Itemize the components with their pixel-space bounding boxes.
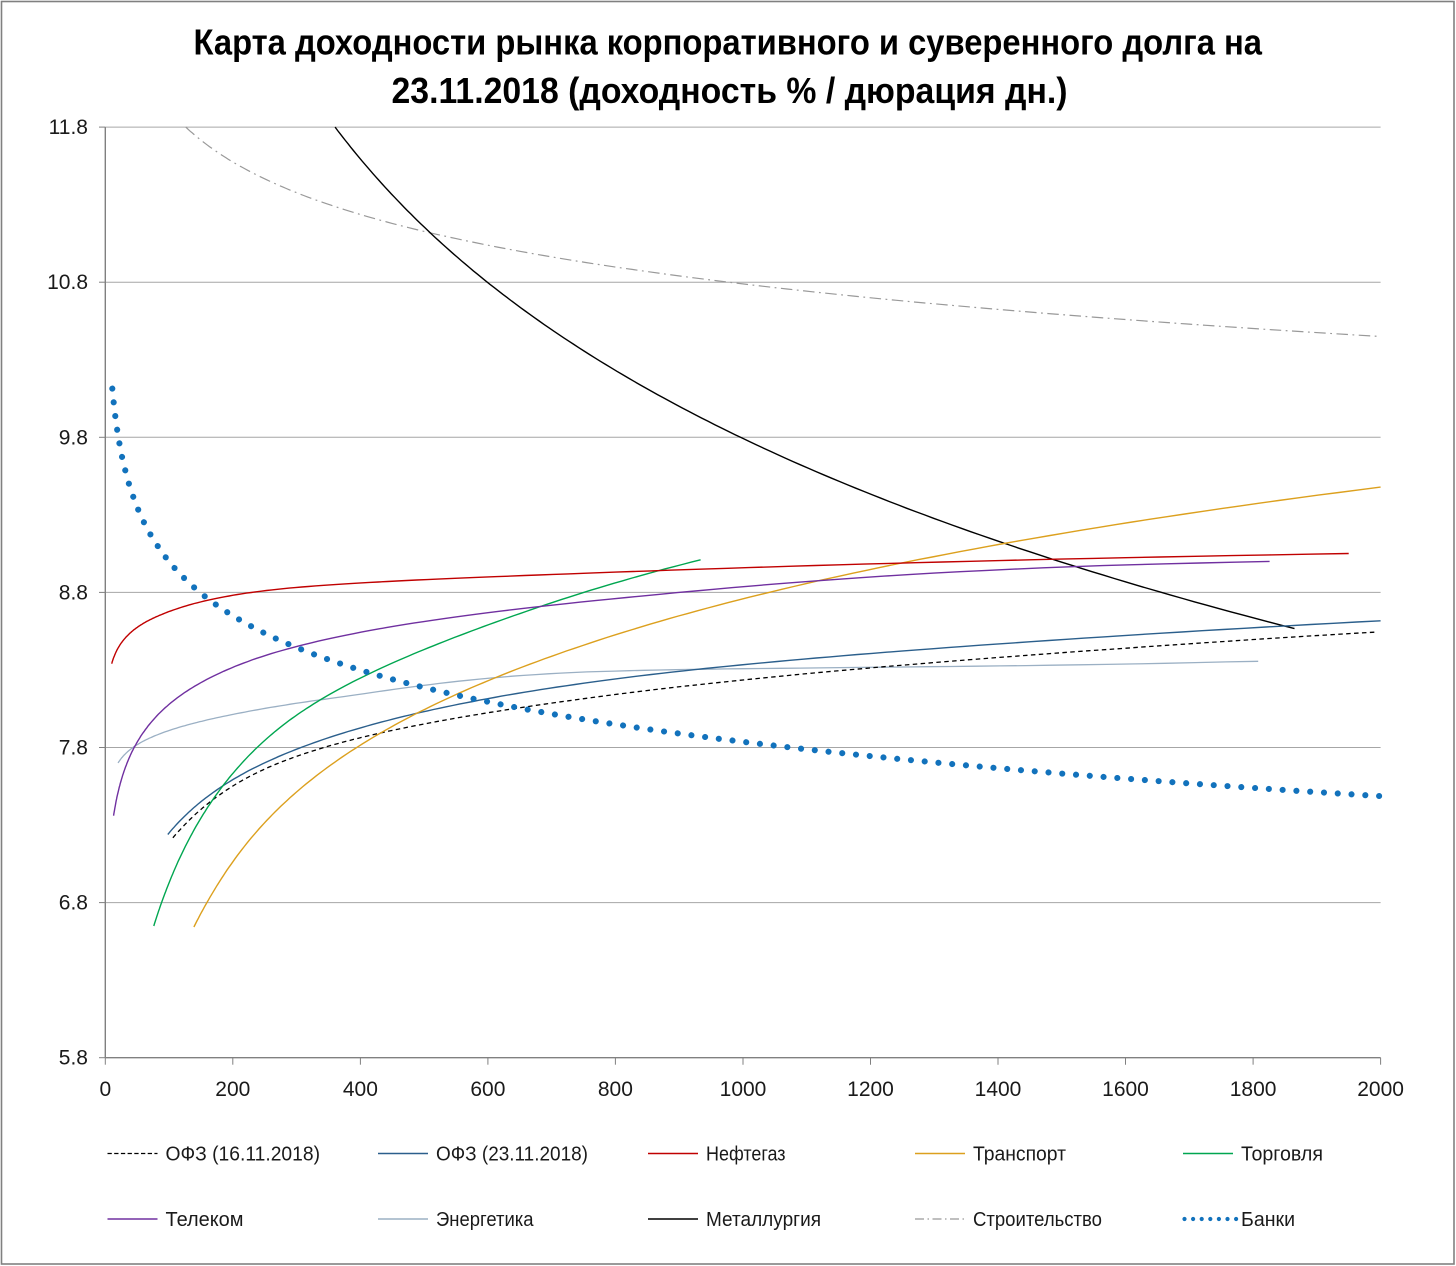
- svg-text:Торговля: Торговля: [1241, 1144, 1323, 1166]
- svg-text:1000: 1000: [720, 1078, 767, 1101]
- svg-text:800: 800: [598, 1078, 633, 1101]
- svg-text:23.11.2018 (доходность % / дюр: 23.11.2018 (доходность % / дюрация дн.): [392, 70, 1068, 111]
- svg-text:Энергетика: Энергетика: [436, 1209, 534, 1231]
- svg-text:Карта доходности рынка корпора: Карта доходности рынка корпоративного и …: [194, 22, 1263, 63]
- svg-text:Телеком: Телеком: [166, 1209, 244, 1231]
- svg-text:1800: 1800: [1230, 1078, 1277, 1101]
- svg-text:1400: 1400: [975, 1078, 1022, 1101]
- svg-text:2000: 2000: [1357, 1078, 1404, 1101]
- svg-text:Транспорт: Транспорт: [973, 1144, 1066, 1166]
- svg-text:200: 200: [215, 1078, 250, 1101]
- svg-text:6.8: 6.8: [59, 892, 88, 915]
- svg-text:1600: 1600: [1102, 1078, 1149, 1101]
- svg-text:10.8: 10.8: [47, 271, 88, 294]
- svg-text:9.8: 9.8: [59, 426, 88, 449]
- svg-text:5.8: 5.8: [59, 1047, 88, 1070]
- svg-text:1200: 1200: [847, 1078, 894, 1101]
- svg-text:Металлургия: Металлургия: [706, 1209, 821, 1231]
- svg-text:7.8: 7.8: [59, 737, 88, 760]
- svg-text:Строительство: Строительство: [973, 1209, 1102, 1231]
- svg-text:ОФЗ (16.11.2018): ОФЗ (16.11.2018): [166, 1144, 321, 1166]
- svg-text:11.8: 11.8: [49, 116, 88, 139]
- svg-text:0: 0: [99, 1078, 111, 1101]
- svg-text:600: 600: [470, 1078, 505, 1101]
- svg-text:8.8: 8.8: [59, 581, 88, 604]
- svg-text:400: 400: [343, 1078, 378, 1101]
- svg-text:Банки: Банки: [1241, 1209, 1295, 1231]
- svg-text:Нефтегаз: Нефтегаз: [706, 1144, 786, 1166]
- svg-text:ОФЗ (23.11.2018): ОФЗ (23.11.2018): [436, 1144, 588, 1166]
